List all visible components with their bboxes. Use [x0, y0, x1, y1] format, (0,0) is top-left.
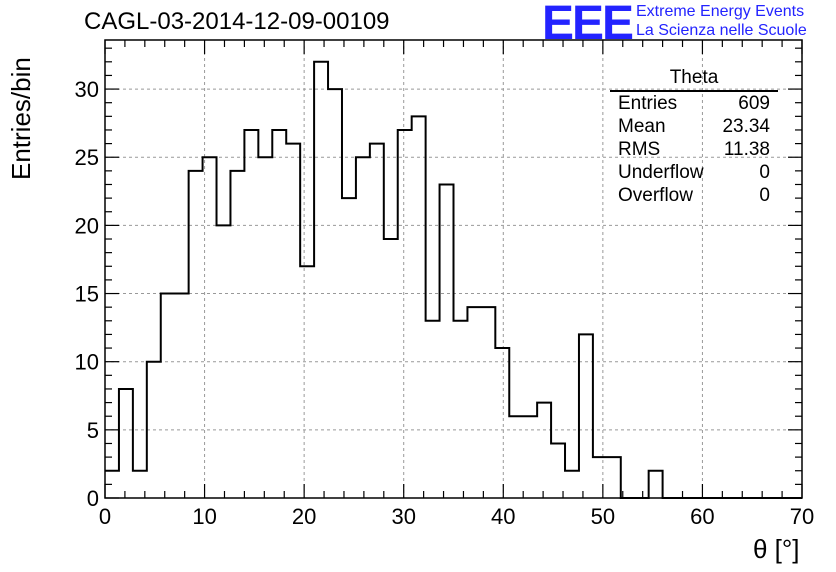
tick-labels: 0 10 20 30 40 50 60 70 0 5 10 15 20 25 30: [75, 77, 815, 529]
stats-value: 609: [738, 93, 770, 114]
stats-row: Mean 23.34: [610, 115, 778, 138]
x-tick-label: 30: [391, 504, 415, 529]
axis-ticks: [104, 40, 803, 499]
y-tick-label: 0: [87, 486, 99, 511]
stats-row: Overflow 0: [610, 184, 778, 207]
stats-label: Mean: [618, 116, 666, 137]
stats-box: Theta Entries 609 Mean 23.34 RMS 11.38 Unde…: [610, 68, 778, 207]
y-tick-label: 20: [75, 213, 99, 238]
y-tick-label: 30: [75, 77, 99, 102]
stats-title: Theta: [610, 68, 778, 92]
y-tick-label: 25: [75, 145, 99, 170]
stats-row: Entries 609: [610, 92, 778, 115]
x-tick-label: 0: [99, 504, 111, 529]
plot-frame: [104, 39, 803, 499]
stats-value: 0: [759, 162, 770, 183]
stats-label: Overflow: [618, 185, 693, 206]
chart-title: CAGL-03-2014-12-09-00109: [84, 8, 390, 35]
stats-label: RMS: [618, 139, 661, 160]
eee-logo: EEE: [542, 0, 634, 50]
stats-value: 0: [759, 185, 770, 206]
stats-label: Entries: [618, 93, 678, 114]
y-tick-label: 15: [75, 282, 99, 307]
y-tick-label: 5: [87, 418, 99, 443]
stats-label: Underflow: [618, 162, 704, 183]
stats-row: Underflow 0: [610, 161, 778, 184]
x-tick-label: 70: [790, 504, 814, 529]
y-tick-label: 10: [75, 350, 99, 375]
x-tick-label: 60: [690, 504, 714, 529]
logo-caption: Extreme Energy Events La Scienza nelle S…: [636, 2, 807, 40]
x-tick-label: 40: [491, 504, 515, 529]
stats-value: 11.38: [723, 139, 770, 160]
logo-caption-line2: La Scienza nelle Scuole: [636, 22, 807, 39]
x-tick-label: 10: [192, 504, 216, 529]
logo-caption-line1: Extreme Energy Events: [636, 3, 805, 20]
stats-row: RMS 11.38: [610, 138, 778, 161]
x-tick-label: 50: [591, 504, 615, 529]
stats-value: 23.34: [722, 116, 770, 137]
x-tick-label: 20: [292, 504, 316, 529]
x-axis-label: θ [°]: [753, 534, 800, 564]
y-axis-label: Entries/bin: [6, 57, 36, 180]
